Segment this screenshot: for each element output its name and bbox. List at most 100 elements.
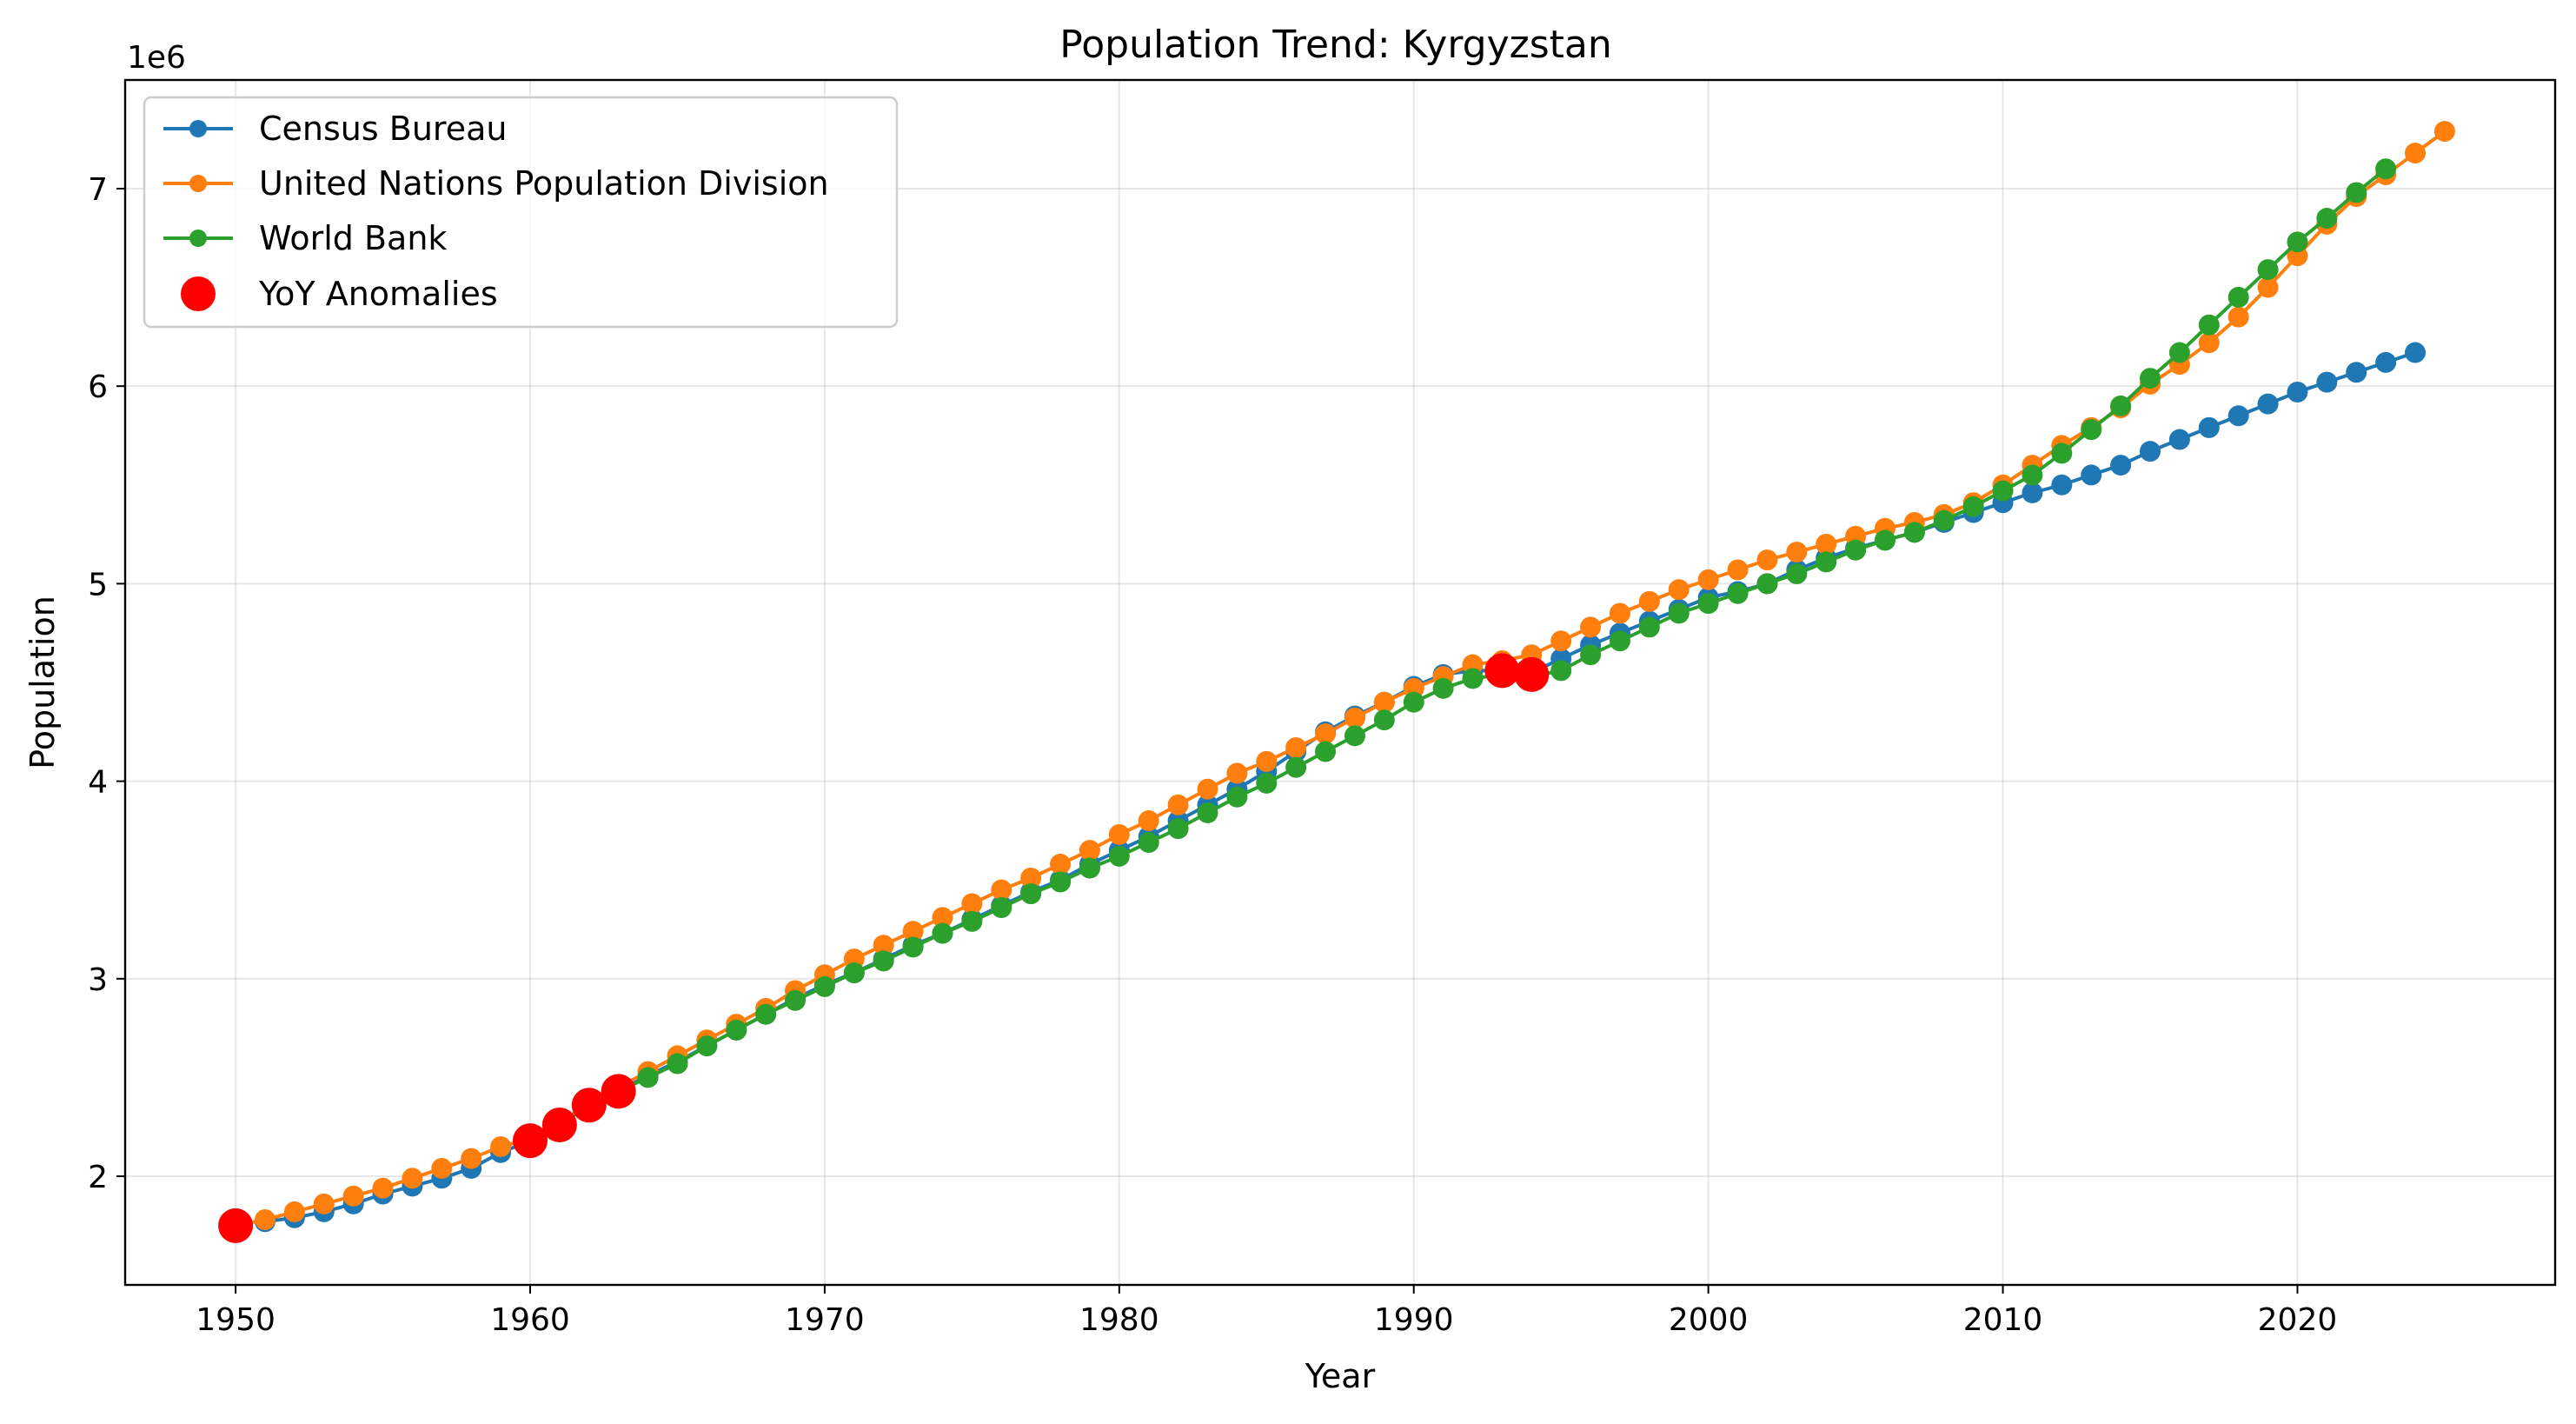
data-point-world-bank xyxy=(1138,832,1159,854)
data-point-world-bank xyxy=(902,936,924,958)
data-point-world-bank xyxy=(2051,443,2073,464)
data-point-world-bank xyxy=(2257,259,2279,281)
data-point-census-bureau xyxy=(2140,441,2161,462)
data-point-world-bank xyxy=(843,962,865,984)
anomaly-point xyxy=(218,1208,254,1243)
data-point-census-bureau xyxy=(2051,474,2073,496)
x-tick-label: 1950 xyxy=(196,1302,276,1338)
data-point-world-bank xyxy=(1167,818,1189,840)
data-point-world-bank xyxy=(2375,158,2397,180)
data-point-world-bank xyxy=(1962,496,1984,517)
data-point-united-nations-population-division xyxy=(490,1135,512,1157)
anomaly-point xyxy=(513,1123,548,1159)
data-point-world-bank xyxy=(2140,368,2161,389)
data-point-united-nations-population-division xyxy=(2198,332,2220,354)
data-point-census-bureau xyxy=(2287,381,2308,403)
data-point-united-nations-population-division xyxy=(1315,723,1337,745)
data-point-census-bureau xyxy=(2405,342,2427,363)
data-point-united-nations-population-division xyxy=(313,1193,335,1214)
data-point-united-nations-population-division xyxy=(873,935,894,956)
y-tick-label: 5 xyxy=(88,567,108,602)
data-point-world-bank xyxy=(1727,582,1749,604)
data-point-united-nations-population-division xyxy=(1786,542,1808,563)
data-point-world-bank xyxy=(2198,314,2220,336)
data-point-united-nations-population-division xyxy=(1050,854,1072,875)
data-point-united-nations-population-division xyxy=(431,1157,453,1179)
anomaly-point xyxy=(1484,653,1520,689)
data-point-world-bank xyxy=(1079,857,1100,879)
x-tick-label: 1960 xyxy=(490,1302,570,1338)
data-point-world-bank xyxy=(637,1067,659,1088)
legend-label-yoy-anomalies: YoY Anomalies xyxy=(258,275,498,313)
y-tick-label: 4 xyxy=(88,765,108,801)
data-point-census-bureau xyxy=(2375,351,2397,373)
data-point-united-nations-population-division xyxy=(902,921,924,942)
data-point-world-bank xyxy=(1462,668,1484,689)
data-point-united-nations-population-division xyxy=(2227,306,2249,328)
data-point-world-bank xyxy=(1550,660,1572,682)
anomaly-layer xyxy=(218,653,1550,1243)
data-point-census-bureau xyxy=(2257,393,2279,415)
data-point-united-nations-population-division xyxy=(1580,616,1602,638)
data-point-world-bank xyxy=(961,910,983,932)
data-point-world-bank xyxy=(1108,845,1130,867)
data-point-united-nations-population-division xyxy=(1167,794,1189,815)
y-offset-label: 1e6 xyxy=(127,40,186,76)
legend-label-world-bank: World Bank xyxy=(259,219,447,257)
data-point-united-nations-population-division xyxy=(1638,590,1660,612)
data-point-united-nations-population-division xyxy=(1727,559,1749,581)
data-point-world-bank xyxy=(1668,602,1690,624)
data-point-census-bureau xyxy=(2198,416,2220,438)
y-tick-label: 2 xyxy=(88,1160,108,1195)
data-point-world-bank xyxy=(1315,741,1337,762)
data-point-census-bureau xyxy=(2346,362,2367,383)
legend: Census Bureau United Nations Population … xyxy=(143,96,899,329)
data-point-united-nations-population-division xyxy=(1079,840,1100,862)
data-point-census-bureau xyxy=(2081,464,2102,486)
legend-marker-yoy-anomalies xyxy=(181,276,216,311)
data-point-census-bureau xyxy=(2227,405,2249,427)
data-point-world-bank xyxy=(2110,395,2132,416)
data-point-world-bank xyxy=(1256,772,1278,794)
legend-marker-world-bank xyxy=(189,230,207,247)
legend-box xyxy=(143,96,899,329)
data-point-world-bank xyxy=(1874,529,1895,551)
data-point-united-nations-population-division xyxy=(1226,762,1248,784)
data-point-united-nations-population-division xyxy=(283,1201,305,1222)
data-point-united-nations-population-division xyxy=(254,1209,276,1231)
data-point-world-bank xyxy=(1432,677,1454,699)
data-point-united-nations-population-division xyxy=(1256,750,1278,772)
anomaly-point xyxy=(541,1107,577,1142)
data-point-world-bank xyxy=(1226,786,1248,808)
data-point-world-bank xyxy=(726,1019,747,1041)
data-point-census-bureau xyxy=(2110,455,2132,476)
x-axis-label: Year xyxy=(1305,1357,1376,1395)
data-point-world-bank xyxy=(755,1003,777,1025)
legend-label-un-population-division: United Nations Population Division xyxy=(259,164,829,203)
data-point-united-nations-population-division xyxy=(1020,867,1042,888)
data-point-world-bank xyxy=(667,1053,688,1075)
data-point-world-bank xyxy=(1050,871,1072,893)
data-point-united-nations-population-division xyxy=(461,1148,482,1169)
data-point-world-bank xyxy=(2316,208,2338,230)
data-point-united-nations-population-division xyxy=(1550,630,1572,652)
legend-label-census-bureau: Census Bureau xyxy=(259,110,507,148)
data-point-world-bank xyxy=(1197,802,1218,823)
data-point-world-bank xyxy=(991,897,1012,919)
data-point-world-bank xyxy=(2168,342,2190,363)
anomaly-point xyxy=(601,1074,636,1109)
data-point-census-bureau xyxy=(2316,371,2338,393)
data-point-united-nations-population-division xyxy=(402,1168,423,1189)
data-point-world-bank xyxy=(1697,593,1719,615)
x-tick-label: 1990 xyxy=(1374,1302,1454,1338)
data-point-world-bank xyxy=(1756,573,1778,595)
y-tick-label: 3 xyxy=(88,962,108,998)
data-point-world-bank xyxy=(1786,563,1808,585)
data-point-world-bank xyxy=(1609,630,1630,652)
data-point-united-nations-population-division xyxy=(991,879,1012,901)
anomaly-point xyxy=(571,1088,607,1123)
anomaly-point xyxy=(1514,656,1550,692)
data-point-united-nations-population-division xyxy=(2405,143,2427,164)
